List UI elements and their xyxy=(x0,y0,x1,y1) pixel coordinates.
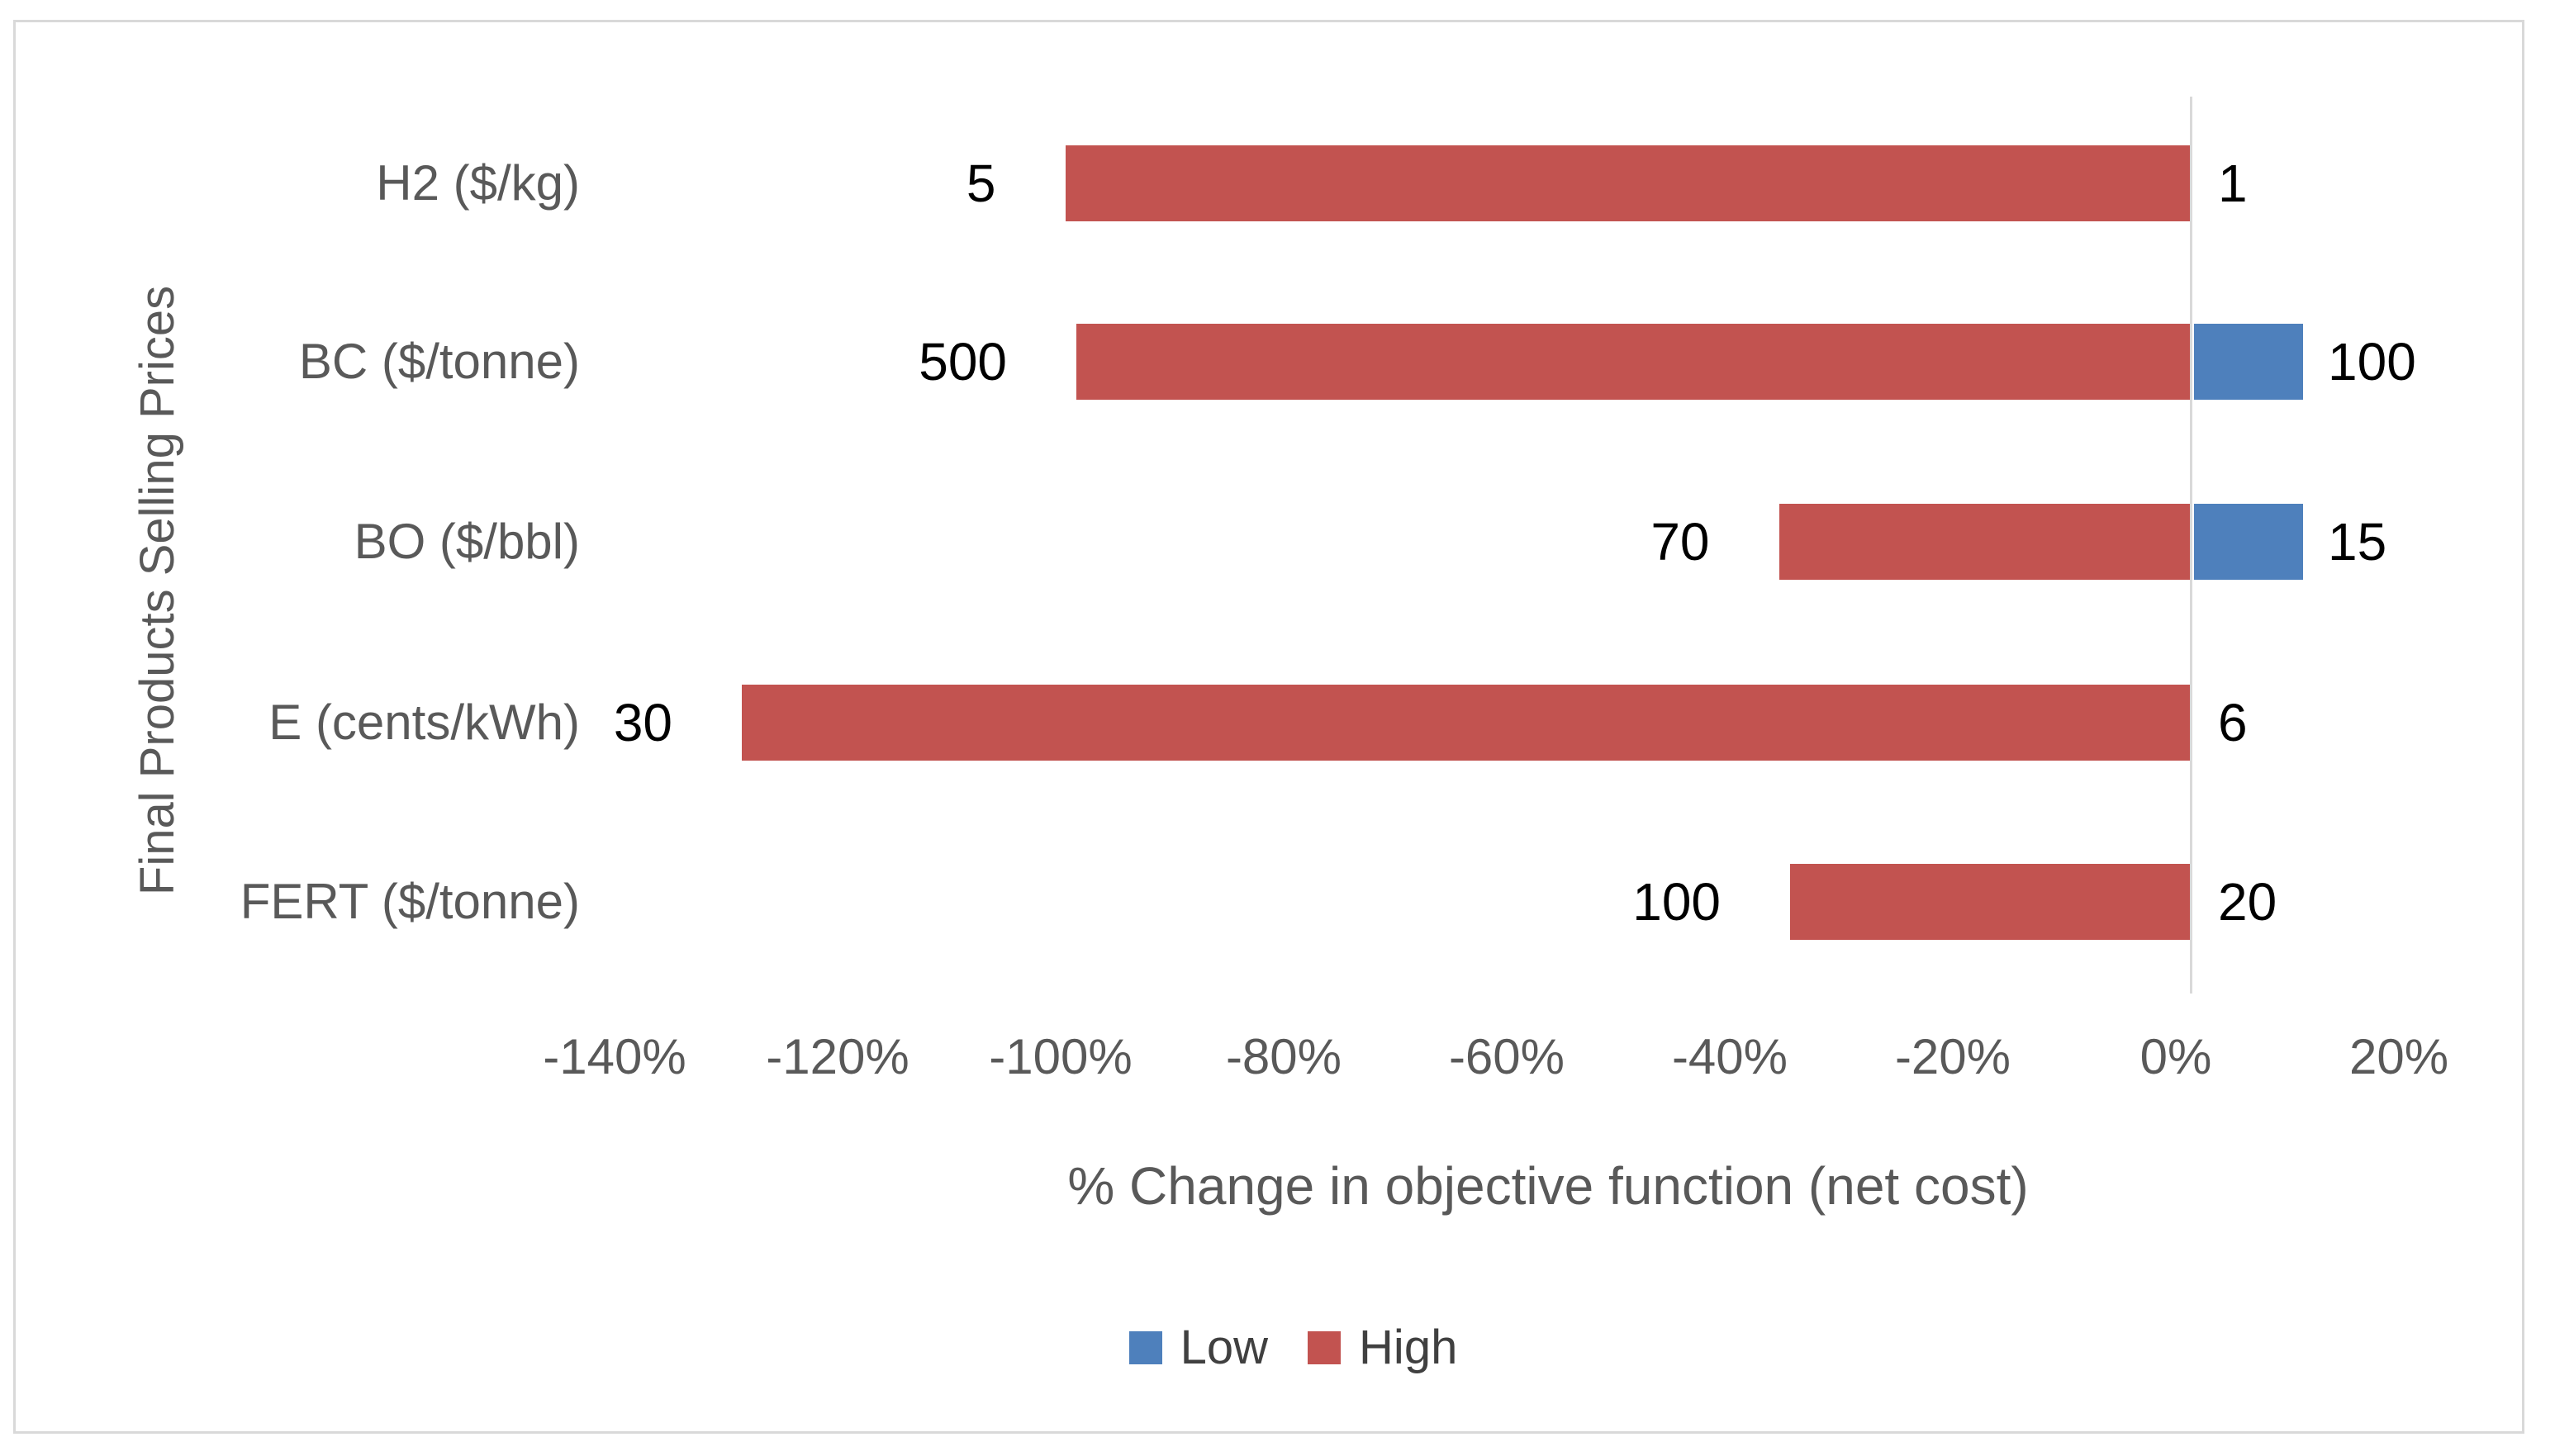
zero-axis-line xyxy=(2190,97,2192,994)
legend-swatch-low xyxy=(1128,1331,1162,1364)
x-tick-label: -140% xyxy=(543,1029,686,1084)
bar-high xyxy=(1065,145,2190,221)
category-label: BC ($/tonne) xyxy=(298,334,580,389)
value-label-low: 6 xyxy=(2218,693,2248,752)
bar-high xyxy=(1790,864,2190,940)
x-tick-label: 20% xyxy=(2348,1029,2449,1084)
chart-border: Final Products Selling Prices H2 ($/kg) 5… xyxy=(13,20,2524,1434)
bar-high xyxy=(1076,324,2190,400)
legend-item: High xyxy=(1308,1321,1458,1374)
value-label-low: 100 xyxy=(2328,332,2416,391)
legend-item: Low xyxy=(1128,1321,1269,1374)
value-label-high: 500 xyxy=(919,332,1007,391)
bar-low xyxy=(2194,324,2303,400)
bar-high xyxy=(742,685,2190,761)
value-label-low: 15 xyxy=(2328,512,2387,571)
category-label: BO ($/bbl) xyxy=(354,514,580,569)
value-label-low: 1 xyxy=(2218,154,2248,213)
category-label: H2 ($/kg) xyxy=(376,155,580,211)
value-label-high: 30 xyxy=(613,693,672,752)
category-label: E (cents/kWh) xyxy=(268,695,580,750)
x-tick-label: -120% xyxy=(766,1029,909,1084)
bar-low xyxy=(2194,504,2303,580)
value-label-high: 100 xyxy=(1632,872,1721,932)
legend-label: High xyxy=(1359,1321,1458,1374)
value-label-low: 20 xyxy=(2218,872,2277,932)
bar-high xyxy=(1779,504,2190,580)
x-tick-label: -60% xyxy=(1448,1029,1565,1084)
value-label-high: 70 xyxy=(1650,512,1710,571)
category-label: FERT ($/tonne) xyxy=(240,874,580,929)
legend-label: Low xyxy=(1180,1321,1269,1374)
x-tick-label: -40% xyxy=(1671,1029,1788,1084)
x-tick-label: -20% xyxy=(1894,1029,2011,1084)
legend-swatch-high xyxy=(1308,1331,1342,1364)
x-axis-title: % Change in objective function (net cost… xyxy=(1067,1156,2029,1216)
legend: Low High xyxy=(16,1321,2555,1374)
x-tick-label: 0% xyxy=(2139,1029,2212,1084)
value-label-high: 5 xyxy=(966,154,996,213)
x-tick-label: -80% xyxy=(1225,1029,1342,1084)
x-tick-label: -100% xyxy=(989,1029,1133,1084)
